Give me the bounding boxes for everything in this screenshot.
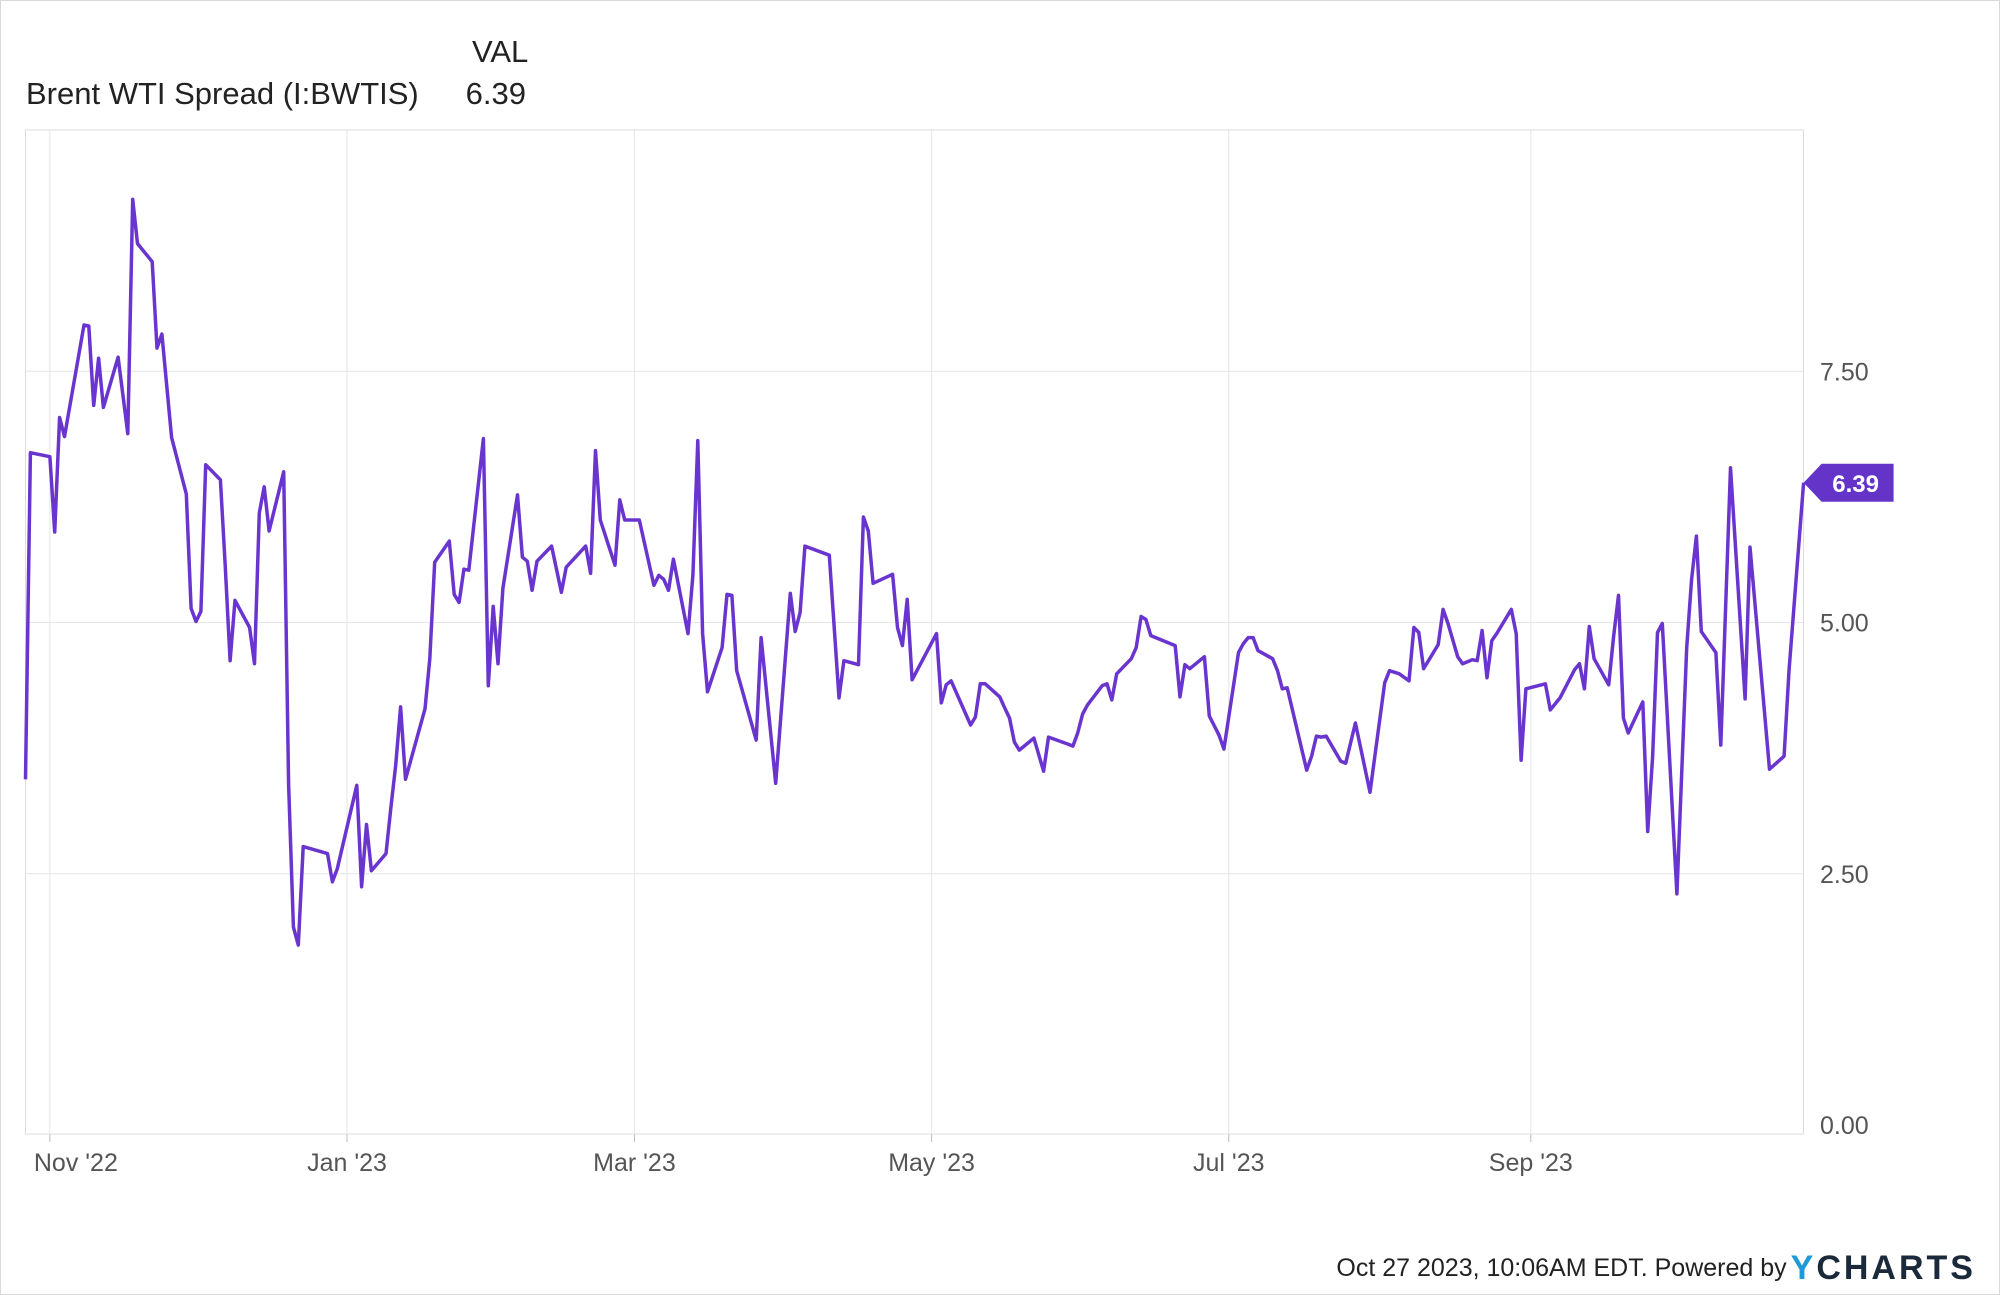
- timestamp: Oct 27 2023, 10:06AM EDT. Powered by: [1336, 1254, 1787, 1282]
- ycharts-logo[interactable]: YCHARTS: [1790, 1249, 1976, 1287]
- y-tick-label: 5.00: [1820, 610, 1869, 638]
- footer: Oct 27 2023, 10:06AM EDT. Powered by YCH…: [1336, 1249, 1976, 1288]
- last-value-text: 6.39: [1832, 471, 1879, 498]
- series-name: Brent WTI Spread (I:BWTIS): [26, 76, 419, 111]
- x-tick-label: Jul '23: [1193, 1149, 1264, 1177]
- series-line: [23, 197, 1806, 947]
- y-tick-label: 0.00: [1820, 1112, 1869, 1140]
- x-tick-label: Sep '23: [1489, 1149, 1573, 1177]
- series-value: 6.39: [465, 76, 526, 111]
- x-tick-label: Jan '23: [307, 1149, 387, 1177]
- x-tick-label: May '23: [888, 1149, 975, 1177]
- x-tick-label: Nov '22: [34, 1149, 118, 1177]
- plot-area-border: [25, 129, 1804, 1135]
- last-value-label: 6.39: [1803, 463, 1894, 502]
- x-tick-label: Mar '23: [593, 1149, 676, 1177]
- y-tick-label: 2.50: [1820, 861, 1869, 889]
- column-header-val: VAL: [472, 34, 529, 69]
- y-tick-label: 7.50: [1820, 358, 1869, 386]
